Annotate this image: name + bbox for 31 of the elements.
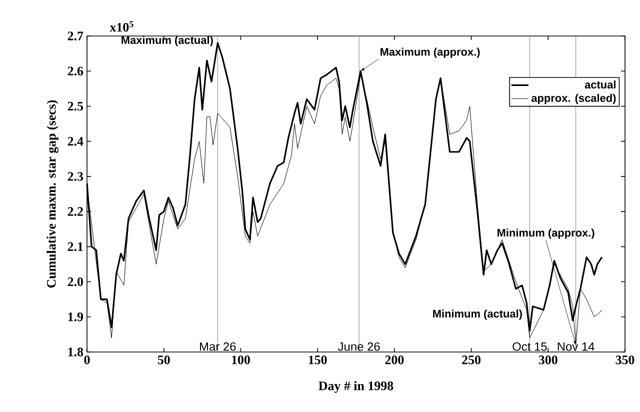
x-tick-label: 50 <box>158 356 170 364</box>
legend-label: approx. (scaled) <box>532 94 616 104</box>
y-tick-label: 2.1 <box>68 242 83 252</box>
x-tick-label: 200 <box>385 356 404 364</box>
ref-line-label: Nov 14 <box>558 342 594 351</box>
x-tick-label: 100 <box>232 356 250 364</box>
y-tick-label: 1.9 <box>68 312 84 322</box>
y-tick-label: 2.7 <box>68 32 84 40</box>
x-tick-label: 150 <box>308 356 327 364</box>
x-tick-label: 0 <box>84 356 90 364</box>
text: actual <box>584 80 616 89</box>
x-tick-label: 250 <box>462 356 481 364</box>
y-tick-label: 2.4 <box>68 136 84 146</box>
ref-line-label: Mar 26 <box>200 342 236 351</box>
y-tick-label: 2.6 <box>68 66 84 76</box>
y-tick-label: 1.8 <box>68 348 84 356</box>
x-tick-label: 300 <box>538 356 558 364</box>
text: x10$^{5}$ <box>110 21 134 32</box>
annotation: Maximum (approx.) <box>380 48 480 58</box>
y-tick-label: 2.2 <box>68 207 83 216</box>
annotation: Maximum (actual) <box>122 36 213 46</box>
annotation: Minimum (approx.) <box>498 228 594 239</box>
y-axis-title: Cumulative maxm. star gap (secs) <box>46 100 58 288</box>
x-tick-label: 350 <box>616 356 634 364</box>
y-tick-label: 2.5 <box>68 102 84 111</box>
annotation: Minimum (actual) <box>433 310 522 320</box>
y-tick-label: 2.0 <box>68 277 83 286</box>
ref-line-label: June 26 <box>338 342 380 351</box>
x-axis-title: Day # in 1998 <box>318 381 394 393</box>
ref-line-label: Oct 15 <box>512 342 547 351</box>
y-tick-label: 2.3 <box>68 172 84 181</box>
